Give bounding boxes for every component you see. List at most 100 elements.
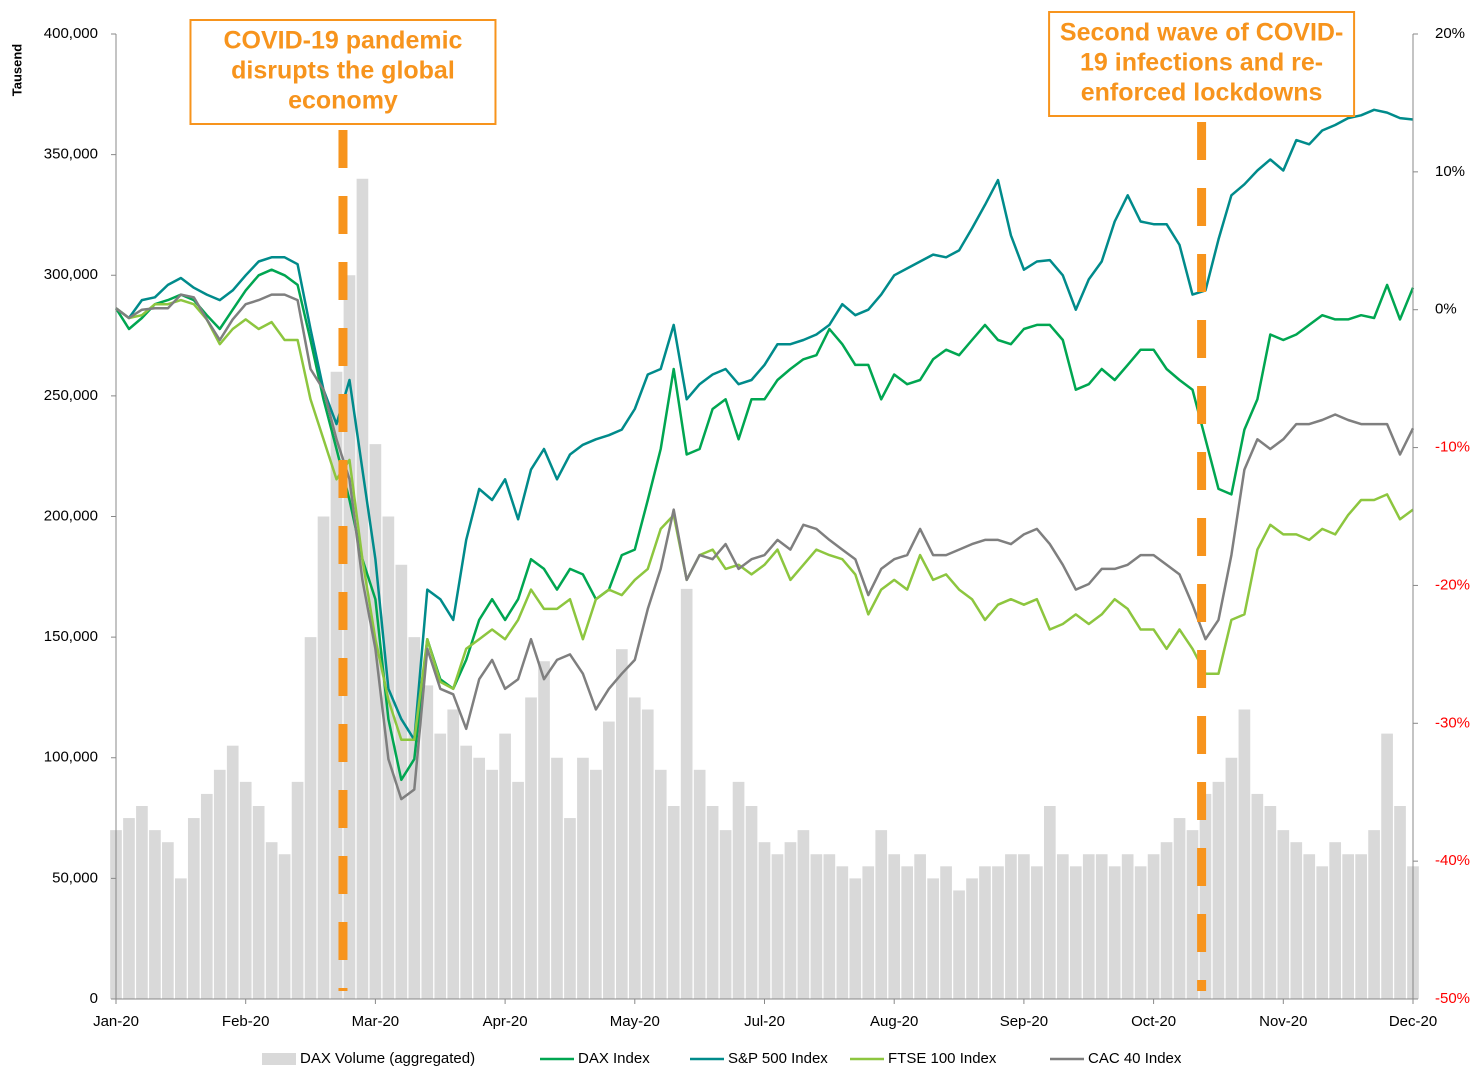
volume-bar bbox=[317, 516, 330, 999]
volume-bar bbox=[473, 757, 485, 999]
volume-bar bbox=[667, 806, 680, 999]
y2-tick-label: -40% bbox=[1435, 852, 1470, 869]
volume-bar bbox=[149, 830, 161, 999]
x-tick-label: Jan-20 bbox=[93, 1013, 139, 1030]
volume-bar bbox=[1134, 866, 1147, 999]
legend-label: S&P 500 Index bbox=[728, 1050, 828, 1067]
volume-bar bbox=[512, 781, 524, 999]
volume-bar bbox=[603, 721, 615, 999]
volume-bar bbox=[252, 806, 265, 999]
volume-bar bbox=[1160, 842, 1173, 999]
x-tick-label: Mar-20 bbox=[352, 1013, 400, 1030]
x-tick-label: Feb-20 bbox=[222, 1013, 270, 1030]
volume-bar bbox=[901, 866, 914, 999]
volume-bar bbox=[1108, 866, 1121, 999]
volume-bar bbox=[1290, 842, 1303, 999]
y-tick-label: 150,000 bbox=[44, 628, 98, 645]
x-tick-label: Aug-20 bbox=[870, 1013, 918, 1030]
volume-bar bbox=[1277, 830, 1290, 999]
volume-bar bbox=[758, 842, 771, 999]
volume-bar bbox=[1005, 854, 1017, 999]
y2-tick-label: 20% bbox=[1435, 25, 1465, 42]
volume-bar bbox=[1082, 854, 1095, 999]
volume-bar bbox=[343, 275, 356, 999]
volume-bar bbox=[525, 697, 537, 999]
volume-bar bbox=[862, 866, 875, 999]
volume-bar bbox=[1316, 866, 1329, 999]
y-tick-label: 50,000 bbox=[52, 869, 98, 886]
x-tick-label: Apr-20 bbox=[483, 1013, 528, 1030]
volume-bar bbox=[447, 709, 460, 999]
volume-bar bbox=[278, 854, 291, 999]
y2-tick-label: -20% bbox=[1435, 576, 1470, 593]
volume-bar bbox=[992, 866, 1004, 999]
x-tick-label: Nov-20 bbox=[1259, 1013, 1307, 1030]
index-line bbox=[114, 268, 1415, 782]
volume-bar bbox=[162, 842, 174, 999]
y-tick-label: 350,000 bbox=[44, 146, 98, 163]
lines bbox=[114, 108, 1415, 801]
x-tick-label: May-20 bbox=[610, 1013, 660, 1030]
volume-bar bbox=[654, 769, 667, 999]
volume-bar bbox=[1368, 830, 1380, 999]
volume-bar bbox=[1212, 781, 1225, 999]
volume-bar bbox=[1147, 854, 1160, 999]
volume-bar bbox=[538, 661, 550, 999]
volume-bar bbox=[888, 854, 901, 999]
volume-bar bbox=[680, 588, 693, 999]
volume-bar bbox=[875, 830, 888, 999]
volume-bar bbox=[136, 806, 148, 999]
volume-bar bbox=[849, 878, 862, 999]
volume-bar bbox=[693, 769, 706, 999]
index-line bbox=[115, 293, 1415, 801]
volume-bar bbox=[1031, 866, 1043, 999]
annotation-text: COVID-19 pandemic bbox=[223, 27, 462, 55]
volume-bar bbox=[784, 842, 797, 999]
volume-bar bbox=[1095, 854, 1108, 999]
volume-bar bbox=[1264, 806, 1277, 999]
volume-bar bbox=[421, 685, 434, 999]
y2-tick-label: 10% bbox=[1435, 163, 1465, 180]
volume-bar bbox=[226, 745, 239, 999]
volume-bar bbox=[1199, 793, 1212, 999]
y-tick-label: 400,000 bbox=[44, 25, 98, 42]
volume-bar bbox=[265, 842, 278, 999]
volume-bar bbox=[123, 818, 135, 999]
volume-bar bbox=[175, 878, 187, 999]
volume-bar bbox=[499, 733, 511, 999]
volume-bar bbox=[577, 757, 589, 999]
volume-bar bbox=[356, 178, 369, 999]
volume-bar bbox=[1044, 806, 1056, 999]
volume-bar bbox=[979, 866, 991, 999]
volume-bar bbox=[719, 830, 732, 999]
volume-bar bbox=[1121, 854, 1134, 999]
volume-bar bbox=[330, 371, 343, 999]
volume-bar bbox=[434, 733, 447, 999]
y-tick-label: 300,000 bbox=[44, 266, 98, 283]
annotation-text: disrupts the global bbox=[231, 57, 455, 85]
legend-label: CAC 40 Index bbox=[1088, 1050, 1182, 1067]
volume-bar bbox=[1186, 830, 1199, 999]
volume-bar bbox=[641, 709, 654, 999]
x-tick-label: Oct-20 bbox=[1131, 1013, 1176, 1030]
annotation-text: economy bbox=[288, 87, 398, 115]
y2-tick-label: 0% bbox=[1435, 301, 1457, 318]
volume-bar bbox=[615, 649, 628, 999]
volume-bar bbox=[551, 757, 563, 999]
x-tick-label: Dec-20 bbox=[1389, 1013, 1437, 1030]
y-tick-label: 250,000 bbox=[44, 387, 98, 404]
volume-bar bbox=[590, 769, 602, 999]
legend-swatch bbox=[262, 1053, 296, 1065]
y2-tick-label: -30% bbox=[1435, 714, 1470, 731]
x-tick-label: Jul-20 bbox=[744, 1013, 785, 1030]
volume-bar bbox=[486, 769, 498, 999]
volume-bar bbox=[1394, 806, 1406, 999]
volume-bar bbox=[1303, 854, 1316, 999]
y-tick-label: 0 bbox=[90, 990, 98, 1007]
legend-label: FTSE 100 Index bbox=[888, 1050, 997, 1067]
x-tick-label: Sep-20 bbox=[1000, 1013, 1048, 1030]
volume-bar bbox=[706, 806, 719, 999]
volume-bar bbox=[771, 854, 784, 999]
volume-bar bbox=[200, 793, 213, 999]
